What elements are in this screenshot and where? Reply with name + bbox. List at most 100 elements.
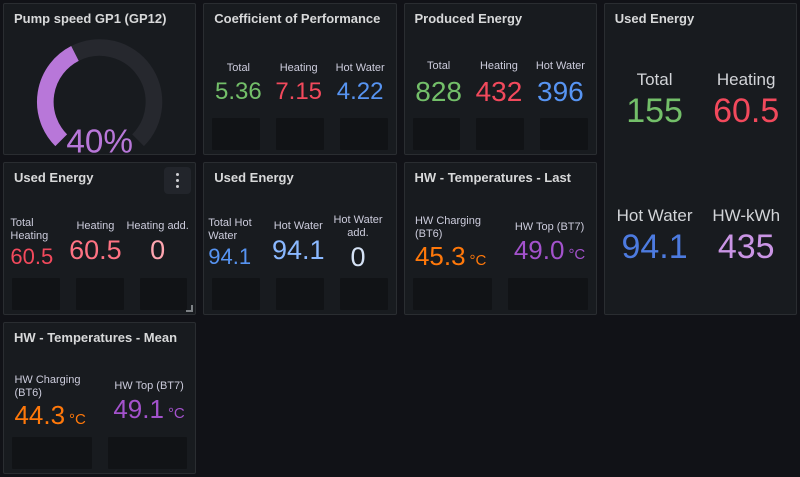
stat-label: Heating (716, 69, 776, 89)
panel-resize-handle[interactable] (186, 304, 194, 312)
stat-label: Total (226, 62, 251, 75)
panel-hw-temperatures-mean: HW - Temperatures - Mean HW Charging (BT… (3, 321, 197, 474)
stat-unit: °C (167, 405, 185, 423)
stat-number: 49.0 (513, 234, 565, 265)
stat-hot-water: Hot Water 396 (536, 60, 585, 106)
stat-value: 5.36 (215, 77, 262, 105)
stats-row: Total Hot Water 94.1 Hot Water 94.1 Hot … (204, 187, 395, 313)
stat-heating: Heating 60.5 (69, 220, 122, 265)
stat-value: 94.1 (271, 235, 325, 266)
stat-label: HW Charging (BT6) (414, 214, 481, 240)
stat-hw-charging-bt6: HW Charging (BT6) 44.3 °C (14, 374, 100, 430)
gauge-chart: 40% (36, 39, 163, 154)
stats-row: HW Charging (BT6) 44.3 °C HW Top (BT7) 49… (4, 347, 195, 473)
panel-used-energy-hot-water: Used Energy Total Hot Water 94.1 Hot Wat… (203, 162, 397, 315)
panel-pump-speed: Pump speed GP1 (GP12) 40% (3, 3, 197, 156)
panel-header: Pump speed GP1 (GP12) (4, 4, 195, 28)
stat-hot-water: Hot Water 94.1 (272, 220, 325, 265)
stat-heating: Heating 7.15 (275, 62, 322, 103)
stat-unit: °C (69, 411, 86, 429)
gauge-body: 40% (4, 28, 195, 154)
stat-value: 7.15 (275, 77, 323, 105)
stat-label: Heating (479, 60, 518, 73)
stat-hw-charging-bt6: HW Charging (BT6) 45.3 °C (415, 215, 501, 271)
stat-heating: Heating 432 (476, 60, 523, 106)
stat-hot-water-add: Hot Water add. 0 (325, 214, 392, 272)
panel-title-pump-speed[interactable]: Pump speed GP1 (GP12) (14, 11, 167, 26)
stat-value: 49.1 °C (113, 396, 184, 423)
stat-value: 4.22 (336, 77, 384, 105)
stat-label: Heating (279, 62, 318, 75)
stat-value: 94.1 (208, 244, 252, 270)
panel-title-produced-energy[interactable]: Produced Energy (414, 11, 523, 26)
panel-header: HW - Temperatures - Mean (4, 323, 195, 347)
stat-total: Total 828 (415, 60, 462, 106)
stat-total-hot-water: Total Hot Water 94.1 (208, 217, 272, 268)
panel-title-hw-temps-mean[interactable]: HW - Temperatures - Mean (14, 329, 178, 345)
panel-header: HW - Temperatures - Last (405, 163, 596, 187)
panel-hw-temperatures-last: HW - Temperatures - Last HW Charging (BT… (403, 162, 597, 315)
stats-row: Total 828 Heating 432 Hot Water 396 (405, 28, 596, 154)
panel-coefficient-of-performance: Coefficient of Performance Total 5.36 He… (203, 3, 397, 156)
stat-label: HW Top (BT7) (514, 220, 585, 233)
panel-header: Used Energy (204, 163, 395, 187)
stat-number: 45.3 (414, 241, 466, 272)
stat-label: HW Charging (BT6) (14, 373, 81, 400)
stat-label: Hot Water (616, 205, 693, 225)
stat-value: 435 (717, 228, 775, 267)
stat-value: 94.1 (621, 228, 688, 267)
panel-used-energy-heating: Used Energy Total Heating 60.5 Heating 6… (3, 162, 197, 315)
stat-label: Total Heating (10, 216, 49, 242)
stat-value: 60.5 (713, 92, 780, 131)
stat-number: 44.3 (14, 400, 66, 431)
panel-title-used-energy[interactable]: Used Energy (214, 170, 294, 186)
panel-header: Produced Energy (405, 4, 596, 28)
stat-number: 49.1 (113, 394, 164, 425)
stat-total: Total 155 (609, 32, 701, 168)
stat-hw-top-bt7: HW Top (BT7) 49.1 °C (113, 380, 184, 423)
panel-title-hw-temps-last[interactable]: HW - Temperatures - Last (414, 170, 572, 186)
stat-value: 45.3 °C (414, 241, 501, 272)
stat-value: 0 (150, 235, 166, 266)
gauge-value-arc (36, 46, 80, 147)
panel-produced-energy: Produced Energy Total 828 Heating 432 Ho… (403, 3, 597, 156)
stat-label: Total Hot Water (208, 216, 252, 242)
stat-label: HW-kWh (712, 205, 781, 225)
stat-value: 155 (626, 92, 683, 131)
stats-row: Total Heating 60.5 Heating 60.5 Heating … (4, 187, 195, 313)
stat-value: 49.0 °C (513, 234, 586, 265)
stat-value: 0 (350, 242, 366, 272)
stats-row: HW Charging (BT6) 45.3 °C HW Top (BT7) 49… (405, 187, 596, 313)
panel-title-cop[interactable]: Coefficient of Performance (214, 11, 381, 26)
stat-label: Hot Water (335, 62, 385, 75)
stats-grid: Total 155 Heating 60.5 Hot Water 94.1 HW… (605, 28, 796, 314)
stat-hw-top-bt7: HW Top (BT7) 49.0 °C (514, 221, 585, 264)
stat-label: Hot Water (535, 60, 585, 73)
stat-label: Hot Water (273, 220, 323, 233)
stat-value: 60.5 (10, 244, 54, 270)
panel-used-energy-total: Used Energy Total 155 Heating 60.5 Hot W… (603, 3, 797, 315)
stat-total: Total 5.36 (215, 62, 262, 103)
stat-label: Heating (76, 220, 115, 233)
stat-label: HW Top (BT7) (114, 380, 184, 393)
stat-hot-water: Hot Water 94.1 (609, 168, 701, 304)
stat-label: Total (636, 69, 673, 89)
stat-hw-kwh: HW-kWh 435 (700, 168, 792, 304)
panel-menu-button[interactable] (164, 167, 192, 195)
stat-value: 60.5 (69, 235, 122, 266)
stat-heating: Heating 60.5 (700, 32, 792, 168)
stat-total-heating: Total Heating 60.5 (10, 217, 64, 268)
stat-value: 828 (415, 75, 462, 107)
panel-title-used-energy[interactable]: Used Energy (614, 11, 695, 26)
stat-label: Total (427, 60, 451, 73)
stat-value: 396 (537, 75, 584, 107)
gauge-track-arc (71, 39, 163, 147)
panel-title-used-energy[interactable]: Used Energy (14, 170, 94, 186)
stat-value: 432 (475, 75, 523, 107)
stats-row: Total 5.36 Heating 7.15 Hot Water 4.22 (204, 28, 395, 154)
stat-unit: °C (568, 245, 586, 263)
stat-label: Hot Water add. (333, 213, 383, 239)
stat-value: 44.3 °C (14, 402, 100, 429)
stat-unit: °C (469, 252, 487, 270)
